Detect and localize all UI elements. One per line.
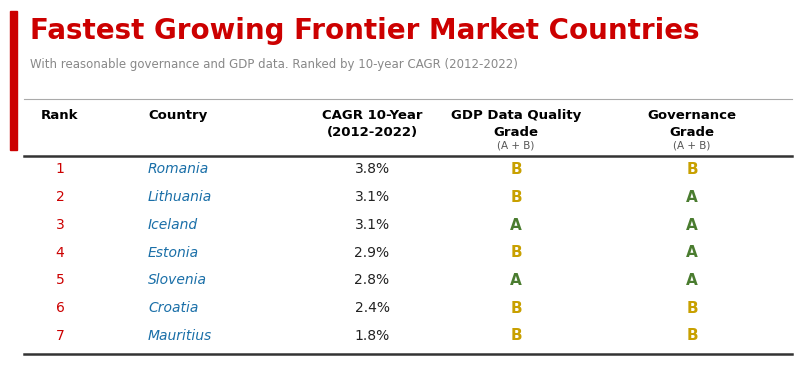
Text: Iceland: Iceland	[148, 218, 198, 232]
Text: Slovenia: Slovenia	[148, 273, 207, 288]
Text: 3.1%: 3.1%	[354, 218, 390, 232]
Text: B: B	[510, 162, 522, 177]
Text: 1: 1	[55, 162, 65, 177]
Text: With reasonable governance and GDP data. Ranked by 10-year CAGR (2012-2022): With reasonable governance and GDP data.…	[30, 58, 518, 71]
Text: GDP Data Quality: GDP Data Quality	[451, 109, 581, 122]
Text: 2.9%: 2.9%	[354, 246, 390, 260]
Text: 2.8%: 2.8%	[354, 273, 390, 288]
Text: 5: 5	[56, 273, 64, 288]
Text: Rank: Rank	[42, 109, 78, 122]
Text: (2012-2022): (2012-2022)	[326, 126, 418, 139]
Text: Country: Country	[148, 109, 207, 122]
Text: 3: 3	[56, 218, 64, 232]
Text: A: A	[686, 273, 698, 288]
Text: (A + B): (A + B)	[674, 141, 710, 151]
Text: 3.1%: 3.1%	[354, 190, 390, 204]
Text: A: A	[686, 245, 698, 260]
Text: Estonia: Estonia	[148, 246, 199, 260]
Text: Croatia: Croatia	[148, 301, 198, 315]
Text: B: B	[686, 162, 698, 177]
Text: Fastest Growing Frontier Market Countries: Fastest Growing Frontier Market Countrie…	[30, 17, 700, 45]
Text: A: A	[686, 217, 698, 232]
Text: A: A	[510, 273, 522, 288]
Text: Grade: Grade	[494, 126, 538, 139]
Text: Lithuania: Lithuania	[148, 190, 212, 204]
Text: B: B	[510, 328, 522, 344]
Text: 2: 2	[56, 190, 64, 204]
Bar	[10, 11, 17, 150]
Text: Mauritius: Mauritius	[148, 329, 212, 343]
Text: B: B	[510, 301, 522, 316]
Text: 3.8%: 3.8%	[354, 162, 390, 177]
Text: Governance: Governance	[647, 109, 737, 122]
Text: 6: 6	[55, 301, 65, 315]
Text: 2.4%: 2.4%	[354, 301, 390, 315]
Text: A: A	[510, 217, 522, 232]
Text: CAGR 10-Year: CAGR 10-Year	[322, 109, 422, 122]
Text: Grade: Grade	[670, 126, 714, 139]
Text: Romania: Romania	[148, 162, 210, 177]
Text: 4: 4	[56, 246, 64, 260]
Text: (A + B): (A + B)	[498, 141, 534, 151]
Text: B: B	[686, 328, 698, 344]
Text: A: A	[686, 190, 698, 205]
Text: 1.8%: 1.8%	[354, 329, 390, 343]
Text: B: B	[510, 245, 522, 260]
Text: B: B	[686, 301, 698, 316]
Text: 7: 7	[56, 329, 64, 343]
Text: B: B	[510, 190, 522, 205]
